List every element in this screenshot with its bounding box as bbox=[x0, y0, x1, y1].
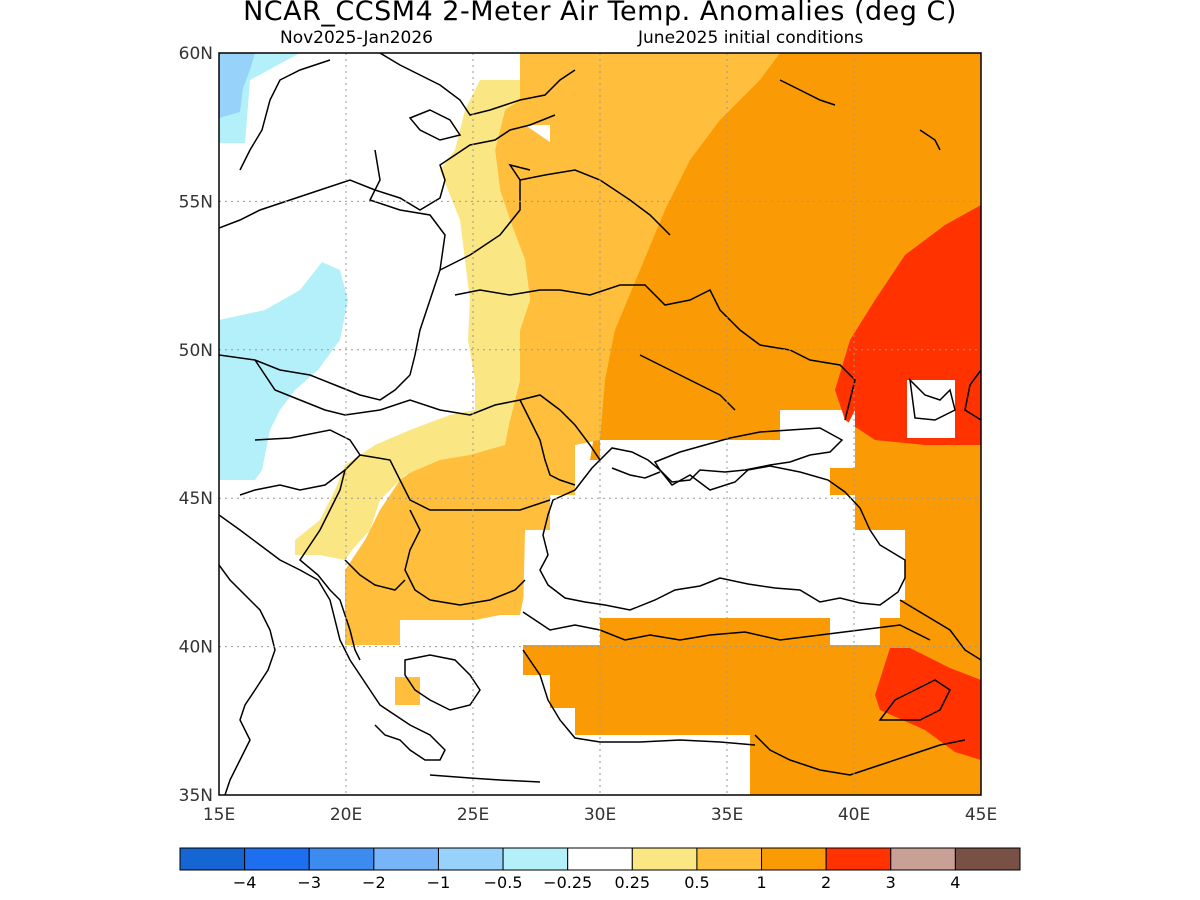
colorbar-swatch bbox=[567, 847, 633, 871]
colorbar-label: −0.25 bbox=[543, 873, 592, 892]
masked-cells bbox=[523, 410, 905, 645]
colorbar-swatch bbox=[825, 847, 892, 871]
colorbar-swatch bbox=[437, 847, 504, 871]
lat-label: 45N bbox=[179, 489, 213, 509]
colorbar-label: −1 bbox=[427, 873, 451, 892]
anomaly-region-0-5 bbox=[295, 80, 530, 560]
forecast-period: Nov2025-Jan2026 bbox=[280, 28, 433, 48]
colorbar-label: −0.5 bbox=[484, 873, 523, 892]
lon-label: 15E bbox=[203, 805, 235, 825]
colorbar-label: 4 bbox=[950, 873, 960, 892]
lat-label: 50N bbox=[179, 341, 213, 361]
colorbar-swatch bbox=[179, 847, 246, 871]
colorbar-label: 2 bbox=[821, 873, 831, 892]
lat-label: 40N bbox=[179, 638, 213, 658]
colorbar-label: 1 bbox=[756, 873, 766, 892]
longitude-labels: 15E 20E 25E 30E 35E 40E 45E bbox=[203, 805, 997, 825]
colorbar-label: −4 bbox=[233, 873, 257, 892]
coastlines-and-borders bbox=[219, 53, 981, 795]
colorbar-swatch bbox=[696, 847, 763, 871]
lon-label: 35E bbox=[711, 805, 743, 825]
colorbar-label: 0.25 bbox=[614, 873, 650, 892]
lat-label: 55N bbox=[179, 192, 213, 212]
colorbar-swatch bbox=[761, 847, 827, 871]
lon-label: 40E bbox=[838, 805, 870, 825]
colorbar-label: 0.5 bbox=[684, 873, 709, 892]
lat-label: 35N bbox=[179, 786, 213, 806]
anomaly-region-neg-0-5 bbox=[219, 53, 255, 118]
colorbar-swatch bbox=[890, 847, 956, 871]
initial-conditions: June2025 initial conditions bbox=[638, 28, 864, 48]
colorbar-label: 3 bbox=[886, 873, 896, 892]
map-title: NCAR_CCSM4 2-Meter Air Temp. Anomalies (… bbox=[243, 0, 957, 27]
anomaly-region-3 bbox=[835, 205, 981, 760]
anomaly-region-neg-0-25 bbox=[219, 53, 348, 480]
lat-label: 60N bbox=[179, 44, 213, 64]
lon-label: 45E bbox=[965, 805, 997, 825]
lon-label: 30E bbox=[584, 805, 616, 825]
colorbar: −4 −3 −2 −1 −0.5 −0.25 0.25 0.5 1 2 3 4 bbox=[179, 847, 1021, 892]
lon-label: 20E bbox=[330, 805, 362, 825]
colorbar-label: −2 bbox=[362, 873, 386, 892]
lon-label: 25E bbox=[457, 805, 489, 825]
anomaly-region-1 bbox=[345, 53, 780, 705]
anomaly-fields bbox=[219, 53, 981, 795]
colorbar-swatch bbox=[502, 847, 569, 871]
colorbar-swatch bbox=[954, 847, 1021, 871]
colorbar-swatch bbox=[631, 847, 698, 871]
colorbar-label: −3 bbox=[297, 873, 321, 892]
colorbar-swatch bbox=[308, 847, 375, 871]
graticule bbox=[219, 53, 981, 795]
colorbar-swatch bbox=[244, 847, 310, 871]
latitude-labels: 35N 40N 45N 50N 55N 60N bbox=[179, 44, 213, 806]
map-frame bbox=[218, 52, 982, 796]
colorbar-swatch bbox=[373, 847, 439, 871]
masked-cell bbox=[907, 380, 955, 438]
